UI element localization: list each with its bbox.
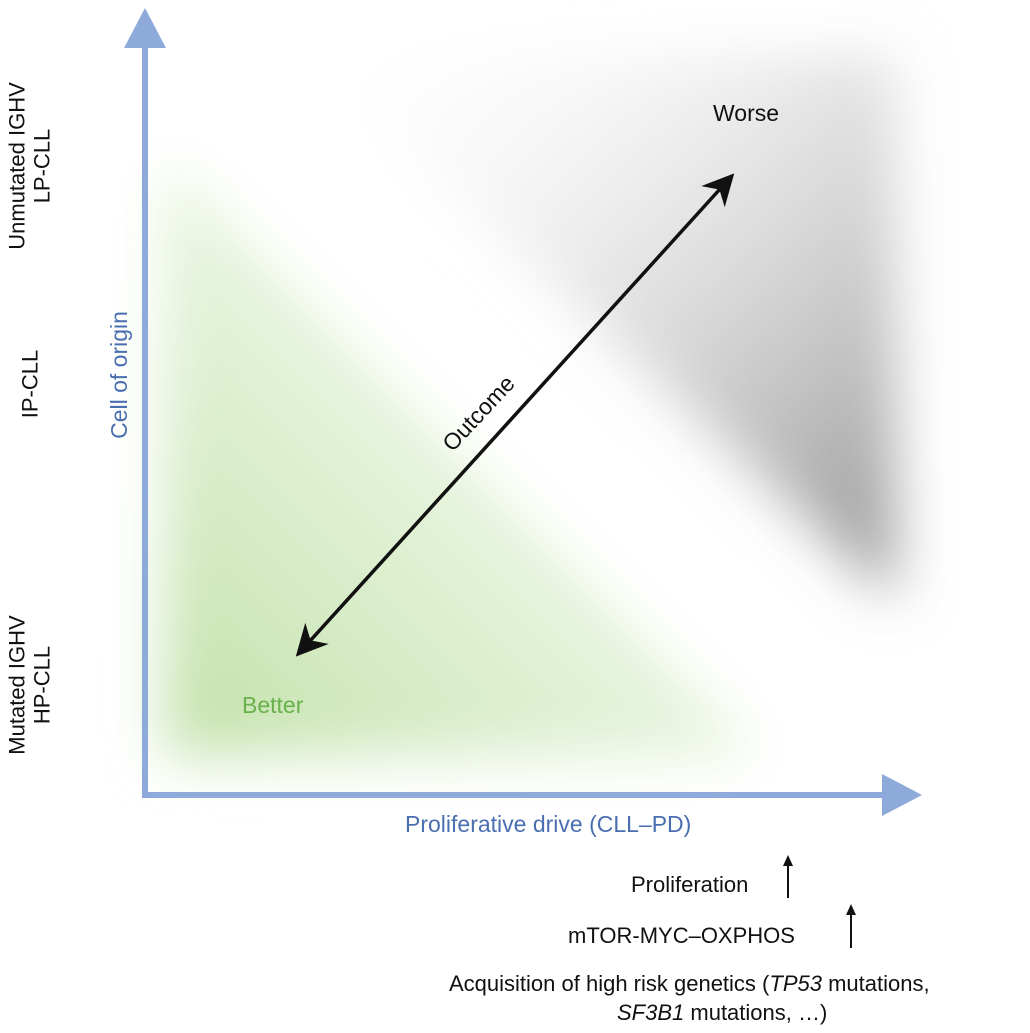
- pathway-up-arrow: [846, 904, 856, 948]
- pathway-label: mTOR-MYC–OXPHOS: [568, 923, 795, 948]
- worse-label: Worse: [713, 100, 780, 126]
- x-axis: [142, 774, 922, 816]
- y-bottom-label: Mutated IGHV HP-CLL: [4, 615, 55, 755]
- gene-sf3b1: SF3B1: [617, 1000, 685, 1025]
- better-label: Better: [242, 692, 304, 718]
- y-axis-title: Cell of origin: [105, 311, 132, 439]
- genetics-line1: Acquisition of high risk genetics (TP53 …: [449, 971, 930, 996]
- x-axis-title: Proliferative drive (CLL–PD): [405, 811, 692, 837]
- y-mid-label: IP-CLL: [17, 349, 43, 419]
- proliferation-label: Proliferation: [631, 872, 749, 897]
- proliferation-up-arrow: [783, 855, 793, 898]
- y-axis: [124, 8, 166, 795]
- gene-tp53: TP53: [769, 971, 822, 996]
- y-top-label: Unmutated IGHV LP-CLL: [4, 82, 55, 250]
- outcome-arrow: [295, 173, 735, 657]
- genetics-line2: SF3B1 mutations, …): [617, 1000, 828, 1025]
